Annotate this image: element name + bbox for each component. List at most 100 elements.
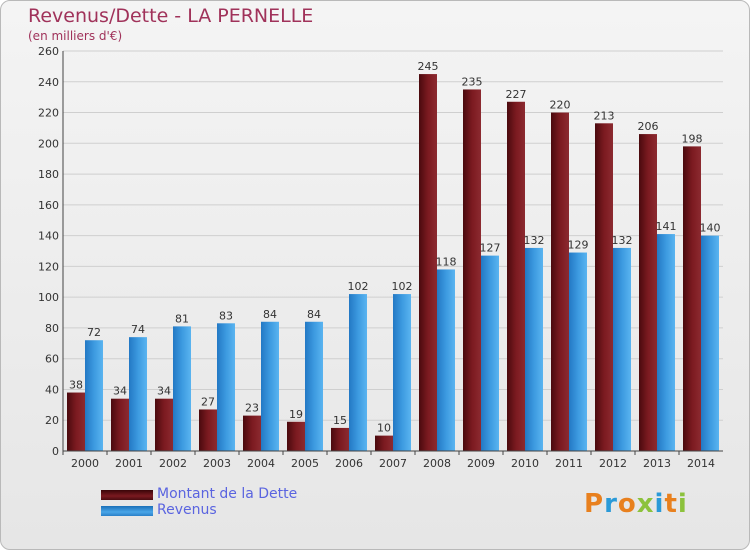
bar-revenus: [85, 340, 103, 451]
bar-dette: [507, 101, 525, 452]
y-tick-label: 180: [38, 168, 59, 181]
x-tick-label: 2012: [599, 457, 627, 470]
bar-revenus: [305, 321, 323, 451]
bar-revenus: [349, 294, 367, 451]
legend-label-revenus: Revenus: [157, 502, 217, 518]
data-label: 38: [69, 379, 83, 392]
y-tick-label: 100: [38, 291, 59, 304]
logo-letter: i: [677, 489, 688, 519]
bar-dette: [375, 435, 393, 451]
data-label: 15: [333, 414, 347, 427]
bar-dette: [155, 398, 173, 451]
legend-swatch-dette: [101, 490, 153, 500]
bar-revenus: [261, 321, 279, 451]
y-tick-label: 140: [38, 230, 59, 243]
chart-title: Revenus/Dette - LA PERNELLE: [28, 5, 314, 27]
y-tick-label: 120: [38, 260, 59, 273]
data-label: 74: [131, 323, 145, 336]
x-tick-label: 2009: [467, 457, 495, 470]
data-label: 129: [568, 239, 589, 252]
bar-revenus: [217, 323, 235, 451]
bar-revenus: [173, 326, 191, 451]
data-label: 83: [219, 309, 233, 322]
data-label: 132: [524, 234, 545, 247]
bar-dette: [419, 74, 437, 452]
logo-letter: i: [654, 489, 665, 519]
bar-revenus: [701, 235, 719, 451]
data-label: 235: [462, 75, 483, 88]
bar-dette: [111, 398, 129, 451]
x-tick-label: 2002: [159, 457, 187, 470]
data-label: 118: [436, 255, 457, 268]
data-label: 140: [700, 222, 721, 235]
x-tick-label: 2013: [643, 457, 671, 470]
data-label: 23: [245, 402, 259, 415]
x-tick-label: 2004: [247, 457, 275, 470]
data-label: 72: [87, 326, 101, 339]
bar-dette: [67, 392, 85, 451]
logo-letter: x: [636, 489, 655, 519]
data-label: 10: [377, 422, 391, 435]
data-label: 227: [506, 88, 527, 101]
data-label: 127: [480, 242, 501, 255]
bar-revenus: [481, 255, 499, 451]
axes: 0 20 40 60 80 100 120 140 160 180 200 220 240 260 2000…: [38, 45, 723, 470]
data-label: 34: [157, 385, 171, 398]
data-label: 27: [201, 395, 215, 408]
bar-revenus: [657, 234, 675, 451]
y-tick-label: 200: [38, 137, 59, 150]
x-tick-label: 2007: [379, 457, 407, 470]
bar-dette: [331, 427, 349, 451]
y-tick-label: 260: [38, 45, 59, 58]
bar-dette: [595, 123, 613, 452]
data-label: 34: [113, 385, 127, 398]
bar-dette: [287, 421, 305, 451]
bars: [67, 74, 719, 452]
bar-dette: [243, 415, 261, 451]
x-tick-label: 2001: [115, 457, 143, 470]
data-label: 141: [656, 220, 677, 233]
logo-letter: t: [664, 489, 678, 519]
x-tick-label: 2011: [555, 457, 583, 470]
x-tick-label: 2006: [335, 457, 363, 470]
y-tick-label: 0: [52, 445, 59, 458]
bar-revenus: [569, 252, 587, 451]
bar-dette: [639, 134, 657, 452]
bar-revenus: [393, 294, 411, 451]
data-label: 206: [638, 120, 659, 133]
y-tick-label: 80: [45, 322, 59, 335]
x-tick-label: 2000: [71, 457, 99, 470]
bar-dette: [551, 112, 569, 452]
x-tick-label: 2010: [511, 457, 539, 470]
x-tick-label: 2005: [291, 457, 319, 470]
data-label: 198: [682, 132, 703, 145]
y-tick-label: 160: [38, 199, 59, 212]
x-tick-label: 2014: [687, 457, 715, 470]
y-tick-label: 20: [45, 414, 59, 427]
data-label: 19: [289, 408, 303, 421]
legend-swatch-revenus: [101, 506, 153, 516]
bar-dette: [199, 409, 217, 451]
logo-letter: P: [584, 489, 605, 519]
y-tick-label: 40: [45, 383, 59, 396]
bar-revenus: [129, 337, 147, 451]
bar-dette: [463, 89, 481, 451]
y-tick-label: 240: [38, 76, 59, 89]
y-tick-label: 220: [38, 107, 59, 120]
logo-letter: r: [604, 489, 618, 519]
bar-revenus: [613, 247, 631, 451]
data-label: 245: [418, 60, 439, 73]
bar-revenus: [525, 247, 543, 451]
data-label: 220: [550, 99, 571, 112]
data-label: 102: [392, 280, 413, 293]
data-label: 132: [612, 234, 633, 247]
proxiti-logo: Proxiti: [584, 489, 688, 519]
y-tick-label: 60: [45, 353, 59, 366]
x-tick-label: 2008: [423, 457, 451, 470]
x-tick-label: 2003: [203, 457, 231, 470]
chart-subtitle: (en milliers d'€): [28, 29, 123, 43]
bar-dette: [683, 146, 701, 451]
data-labels: 38 72 34 74 34 81 27 83 23 84 19 84 15 102 10 102 245 118…: [69, 60, 721, 435]
